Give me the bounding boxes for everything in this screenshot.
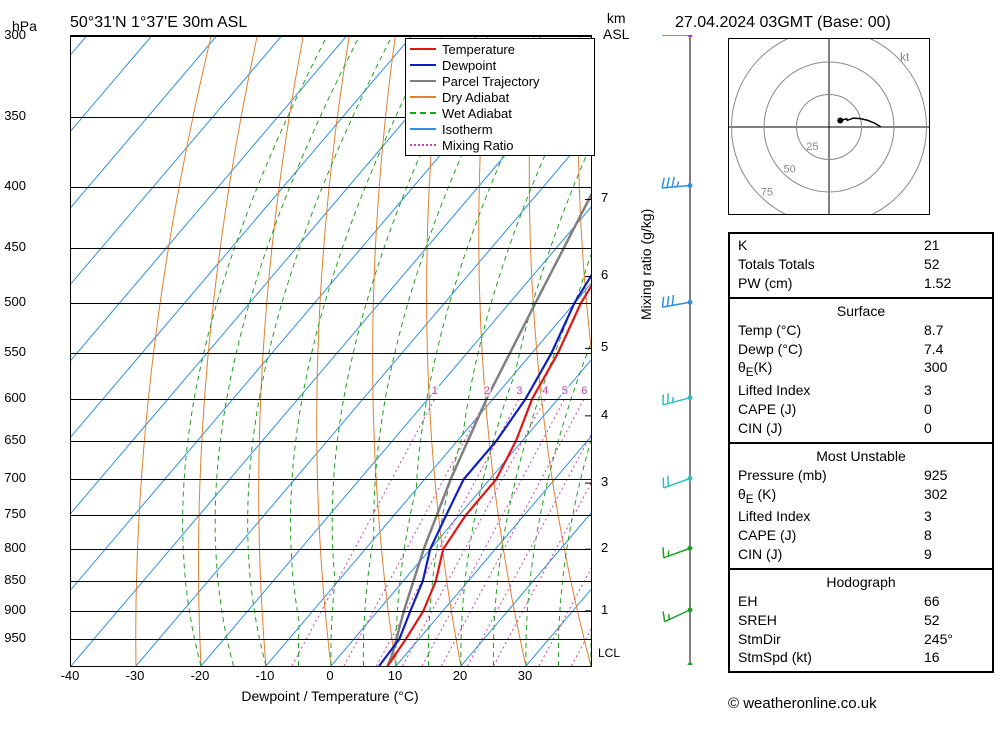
mixing-ratio-label: 5	[561, 385, 569, 397]
section-title-mu: Most Unstable	[738, 448, 984, 464]
pressure-tick: 950	[0, 630, 26, 645]
data-row: Pressure (mb)925	[738, 466, 984, 485]
data-row: CAPE (J)8	[738, 526, 984, 545]
skewt-container: hPa km ASL 50°31'N 1°37'E 30m ASL 27.04.…	[10, 10, 990, 723]
credit-text: © weatheronline.co.uk	[728, 695, 877, 712]
mixing-ratio-label: 1	[431, 385, 439, 397]
datetime-title: 27.04.2024 03GMT (Base: 00)	[675, 14, 891, 32]
wind-barbs-svg	[650, 35, 700, 665]
pressure-tick: 700	[0, 470, 26, 485]
data-row: Lifted Index3	[738, 507, 984, 526]
data-row: Totals Totals52	[738, 255, 984, 274]
indices-section-mu: Most Unstable Pressure (mb)925θE (K)302L…	[730, 444, 992, 570]
svg-text:50: 50	[784, 164, 796, 176]
data-row: CIN (J)9	[738, 545, 984, 564]
altitude-tick: 7	[601, 190, 608, 205]
svg-text:25: 25	[806, 141, 818, 153]
legend: TemperatureDewpointParcel TrajectoryDry …	[405, 38, 595, 156]
legend-item: Dewpoint	[410, 57, 590, 73]
pressure-tick: 900	[0, 602, 26, 617]
data-row: Dewp (°C)7.4	[738, 340, 984, 359]
data-row: CIN (J)0	[738, 419, 984, 438]
pressure-tick: 550	[0, 344, 26, 359]
altitude-tick: 1	[601, 602, 608, 617]
data-row: θE (K)302	[738, 485, 984, 508]
temp-tick: 30	[518, 668, 532, 683]
hodograph-svg: 25 50 75	[729, 39, 929, 214]
data-row: Temp (°C)8.7	[738, 321, 984, 340]
pressure-tick: 750	[0, 506, 26, 521]
section-title-hodograph: Hodograph	[738, 574, 984, 590]
altitude-tick: 3	[601, 474, 608, 489]
pressure-tick: 400	[0, 178, 26, 193]
pressure-tick: 500	[0, 294, 26, 309]
temp-tick: 0	[326, 668, 333, 683]
mixing-ratio-label: 4	[541, 385, 549, 397]
data-row: CAPE (J)0	[738, 400, 984, 419]
data-row: PW (cm)1.52	[738, 274, 984, 293]
legend-item: Parcel Trajectory	[410, 73, 590, 89]
pressure-tick: 350	[0, 108, 26, 123]
legend-item: Mixing Ratio	[410, 137, 590, 153]
hodograph-unit-label: kt	[900, 50, 909, 64]
indices-table: K21Totals Totals52PW (cm)1.52 Surface Te…	[728, 232, 994, 673]
altitude-tick: 5	[601, 339, 608, 354]
pressure-tick: 600	[0, 390, 26, 405]
indices-section-hodograph: Hodograph EH66SREH52StmDir245°StmSpd (kt…	[730, 570, 992, 672]
wind-barb-column	[650, 35, 700, 665]
altitude-tick: 2	[601, 540, 608, 555]
pressure-tick: 800	[0, 540, 26, 555]
mixing-ratio-label: 2	[483, 385, 491, 397]
indices-section-top: K21Totals Totals52PW (cm)1.52	[730, 234, 992, 299]
temp-tick: -30	[126, 668, 145, 683]
section-title-surface: Surface	[738, 303, 984, 319]
temp-tick: 10	[388, 668, 402, 683]
legend-item: Temperature	[410, 41, 590, 57]
altitude-tick: 4	[601, 407, 608, 422]
mixing-ratio-label: 6	[580, 385, 588, 397]
legend-item: Isotherm	[410, 121, 590, 137]
hodograph: 25 50 75	[728, 38, 930, 215]
pressure-tick: 450	[0, 239, 26, 254]
pressure-tick: 300	[0, 27, 26, 42]
data-row: EH66	[738, 592, 984, 611]
legend-item: Wet Adiabat	[410, 105, 590, 121]
lcl-label: LCL	[598, 646, 620, 660]
svg-text:75: 75	[761, 186, 773, 198]
legend-item: Dry Adiabat	[410, 89, 590, 105]
data-row: θE(K)300	[738, 358, 984, 381]
mixing-ratio-label: 3	[515, 385, 523, 397]
data-row: K21	[738, 236, 984, 255]
temp-tick: -20	[191, 668, 210, 683]
data-row: StmSpd (kt)16	[738, 648, 984, 667]
location-title: 50°31'N 1°37'E 30m ASL	[70, 14, 247, 32]
data-row: SREH52	[738, 611, 984, 630]
temp-tick: -40	[61, 668, 80, 683]
temp-tick: -10	[256, 668, 275, 683]
indices-section-surface: Surface Temp (°C)8.7Dewp (°C)7.4θE(K)300…	[730, 299, 992, 444]
y-right-axis-label: km ASL	[603, 10, 629, 42]
pressure-tick: 850	[0, 572, 26, 587]
x-axis-label: Dewpoint / Temperature (°C)	[70, 688, 590, 704]
altitude-tick: 6	[601, 267, 608, 282]
data-row: Lifted Index3	[738, 381, 984, 400]
temp-tick: 20	[453, 668, 467, 683]
data-row: StmDir245°	[738, 630, 984, 649]
pressure-tick: 650	[0, 432, 26, 447]
